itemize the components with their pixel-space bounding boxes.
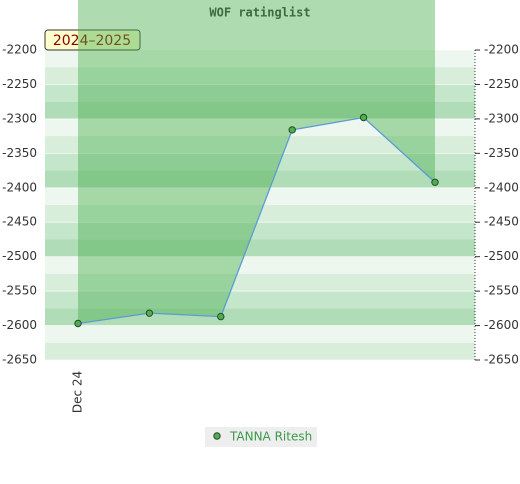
stripe	[45, 136, 475, 154]
period-box	[44, 29, 141, 51]
period-label: 2024–2025	[53, 33, 131, 49]
y-tick-label: -2350	[2, 146, 37, 160]
stripe	[45, 118, 475, 137]
y-tick-label: -2550	[2, 284, 37, 298]
y-tick-label: -2300	[2, 111, 37, 125]
stripe	[45, 187, 475, 205]
y-tick-label-right: -2600	[484, 318, 519, 332]
y-tick-label: -2400	[2, 180, 37, 194]
y-tick-label-right: -2250	[484, 77, 519, 91]
point	[74, 319, 82, 328]
legend-box	[205, 427, 317, 447]
stripe	[45, 84, 475, 102]
stripe	[45, 67, 475, 85]
y-tick-label: -2200	[2, 43, 37, 57]
x-tick-label: Dec 24	[71, 371, 85, 413]
series-line	[77, 116, 436, 325]
point	[145, 309, 154, 317]
stripe	[45, 291, 475, 309]
y-tick-label-right: -2300	[484, 111, 519, 125]
legend-marker	[213, 432, 221, 440]
y-tick-label-right: -2650	[484, 353, 519, 367]
stripe	[45, 170, 475, 188]
point	[288, 126, 296, 134]
stripe	[45, 325, 475, 343]
stripe	[45, 153, 475, 171]
y-tick-label: -2450	[2, 215, 37, 229]
y-tick-label-right: -2550	[484, 284, 519, 298]
y-tick-label-right: -2500	[484, 249, 519, 263]
y-tick-label: -2250	[2, 77, 37, 91]
y-tick-label: -2600	[2, 318, 37, 332]
stripe	[45, 342, 475, 360]
stripe	[45, 256, 475, 274]
y-tick-label-right: -2450	[484, 215, 519, 229]
stripe	[45, 222, 475, 240]
y-tick-label-right: -2350	[484, 146, 519, 160]
y-tick-label-right: -2400	[484, 180, 519, 194]
chart-title: WOF ratinglist	[209, 6, 310, 20]
y-tick-label: -2650	[2, 353, 37, 367]
stripe	[45, 273, 475, 292]
stripe	[45, 50, 475, 68]
area	[78, 0, 435, 324]
point	[359, 113, 368, 122]
y-tick-label: -2500	[2, 249, 37, 263]
point	[217, 312, 225, 321]
stripe	[45, 101, 475, 119]
plot-background	[45, 50, 475, 360]
y-tick-label-right: -2200	[484, 43, 519, 57]
legend-label: TANNA Ritesh	[229, 430, 312, 444]
stripe	[45, 239, 475, 257]
point	[431, 178, 439, 186]
